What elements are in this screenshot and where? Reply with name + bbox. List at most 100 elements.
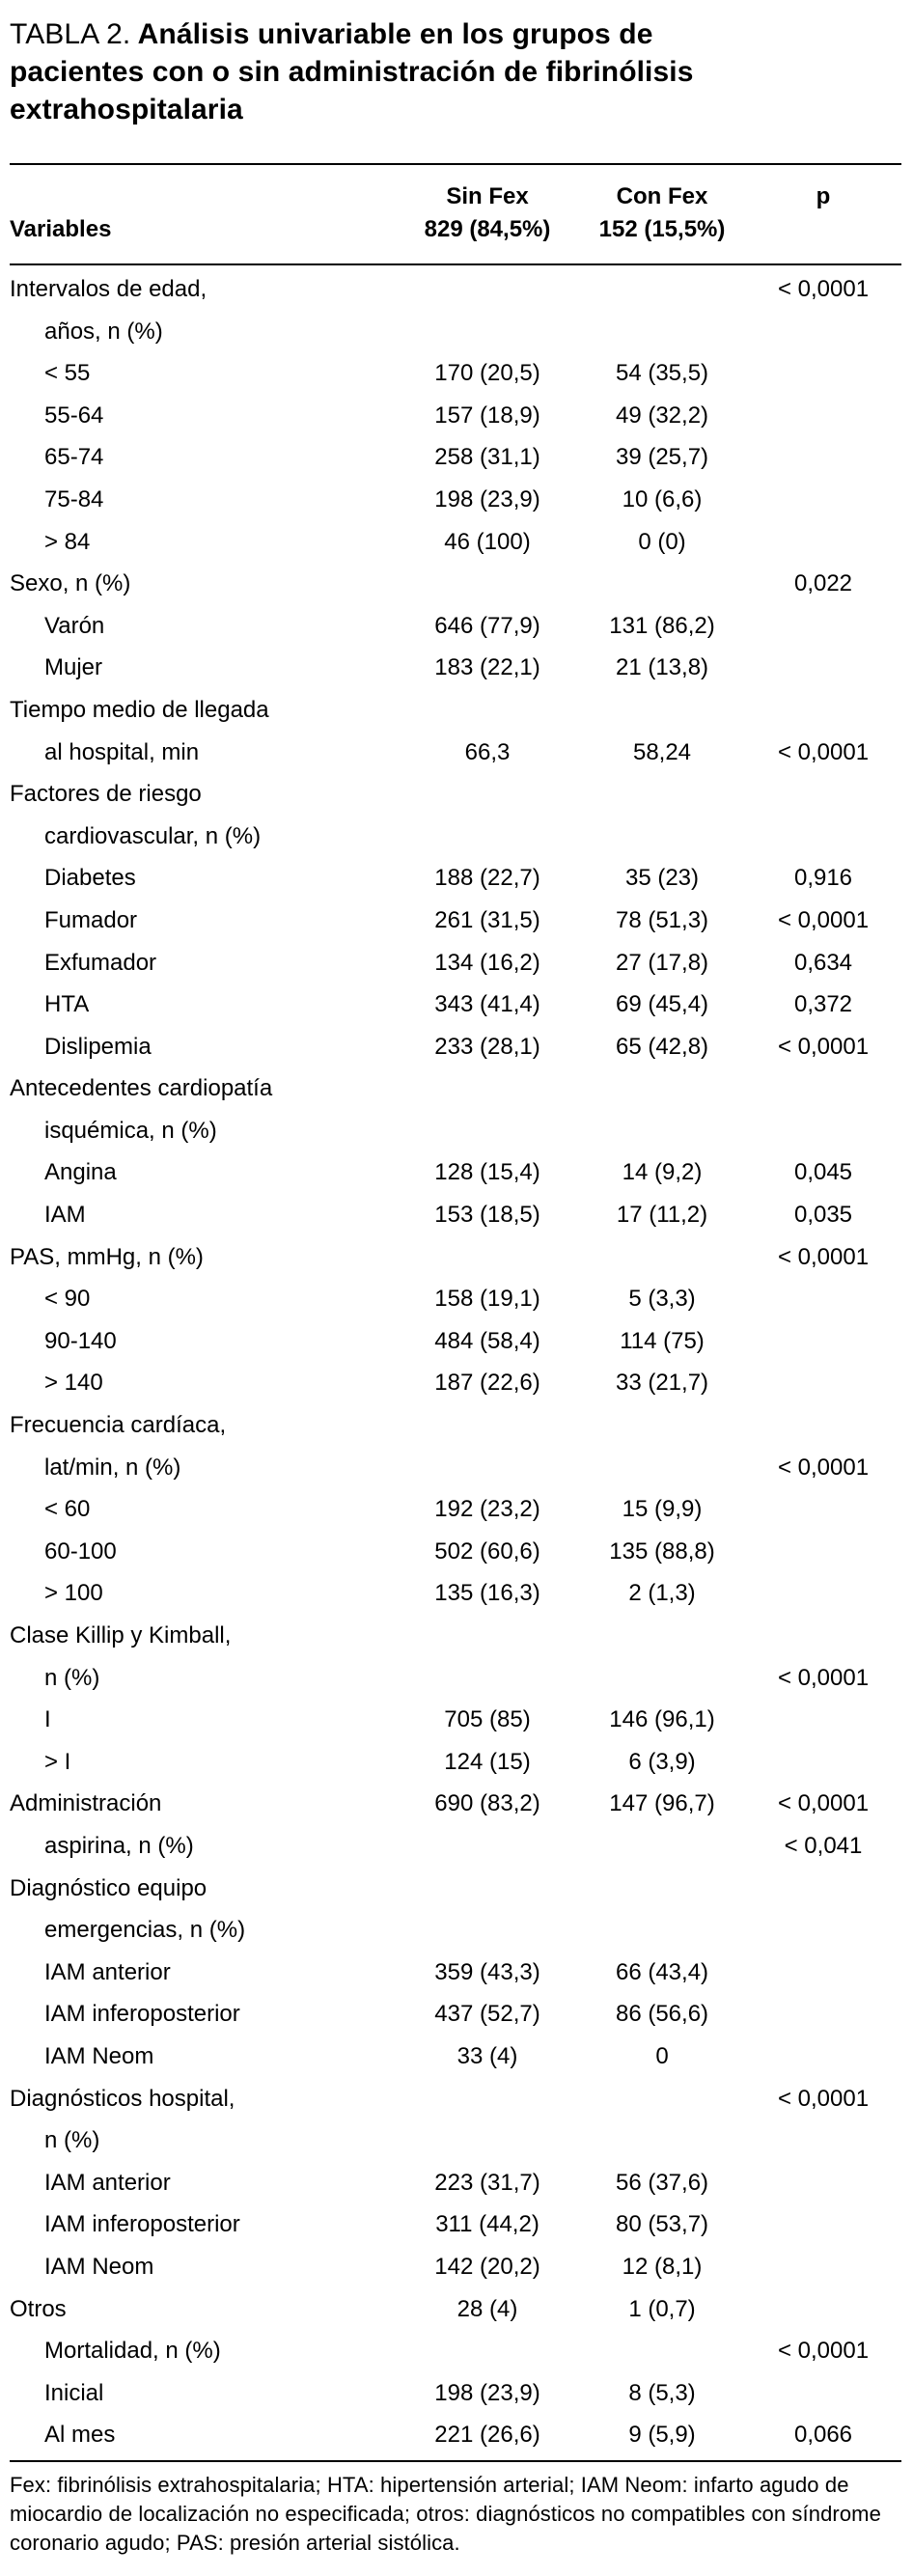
table-row: años, n (%) xyxy=(10,311,901,353)
row-sin-fex-value: 157 (18,9) xyxy=(434,402,540,429)
table-row: IAM inferoposterior 437 (52,7) 86 (56,6) xyxy=(10,1993,901,2036)
row-label: > I xyxy=(44,1748,71,1775)
row-con-fex-value: 0 (0) xyxy=(638,528,686,555)
row-label: < 60 xyxy=(44,1496,91,1523)
row-p-value xyxy=(745,2288,901,2331)
row-con-fex-value: 147 (96,7) xyxy=(609,1790,715,1817)
row-label: < 90 xyxy=(44,1286,91,1313)
row-sin-fex-value xyxy=(396,1868,579,1910)
row-p-value xyxy=(745,1067,901,1110)
table-row: Clase Killip y Kimball, xyxy=(10,1615,901,1657)
table-row: isquémica, n (%) xyxy=(10,1110,901,1152)
table-row: Factores de riesgo xyxy=(10,773,901,816)
row-sin-fex-value: 484 (58,4) xyxy=(434,1327,540,1354)
row-con-fex-value xyxy=(579,1825,745,1868)
row-sin-fex-value: 646 (77,9) xyxy=(434,612,540,639)
row-con-fex-value xyxy=(579,311,745,353)
table-row: emergencias, n (%) xyxy=(10,1909,901,1952)
header-variables: Variables xyxy=(10,216,112,242)
row-con-fex-value xyxy=(579,2078,745,2120)
row-p-value xyxy=(745,1868,901,1910)
row-con-fex-value: 69 (45,4) xyxy=(615,991,709,1018)
header-con-fex: Con Fex 152 (15,5%) xyxy=(579,180,745,246)
row-sin-fex-value: 134 (16,2) xyxy=(434,949,540,976)
row-sin-fex-value xyxy=(396,1404,579,1447)
row-p-value: < 0,0001 xyxy=(777,738,870,765)
row-p-value: 0,045 xyxy=(793,1159,853,1186)
row-p-value xyxy=(745,521,901,564)
row-con-fex-value xyxy=(579,1236,745,1279)
row-label: Fumador xyxy=(44,906,138,933)
row-sin-fex-value xyxy=(396,563,579,605)
row-sin-fex-value xyxy=(396,816,579,858)
table-row: Intervalos de edad, < 0,0001 xyxy=(10,268,901,311)
row-sin-fex-value xyxy=(396,1236,579,1279)
row-sin-fex-value xyxy=(396,1067,579,1110)
row-label: al hospital, min xyxy=(44,738,200,765)
row-con-fex-value: 8 (5,3) xyxy=(628,2379,696,2406)
row-sin-fex-value xyxy=(396,1615,579,1657)
row-sin-fex-value xyxy=(396,689,579,732)
table-row: Dislipemia 233 (28,1) 65 (42,8) < 0,0001 xyxy=(10,1026,901,1068)
row-sin-fex-value: 170 (20,5) xyxy=(434,360,540,387)
row-label: Diagnósticos hospital, xyxy=(10,2085,235,2112)
table-row: Diabetes 188 (22,7) 35 (23) 0,916 xyxy=(10,857,901,900)
row-con-fex-value: 80 (53,7) xyxy=(615,2211,709,2238)
row-con-fex-value: 10 (6,6) xyxy=(622,485,703,512)
row-sin-fex-value xyxy=(396,268,579,311)
table-row: Diagnóstico equipo xyxy=(10,1868,901,1910)
row-p-value xyxy=(745,689,901,732)
row-sin-fex-value: 46 (100) xyxy=(444,528,531,555)
row-label: Exfumador xyxy=(44,949,157,976)
table-footnote: Fex: fibrinólisis extrahospitalaria; HTA… xyxy=(10,2472,881,2555)
table-row: Diagnósticos hospital, < 0,0001 xyxy=(10,2078,901,2120)
table-row: 60-100 502 (60,6) 135 (88,8) xyxy=(10,1531,901,1573)
row-sin-fex-value xyxy=(396,1110,579,1152)
row-label: n (%) xyxy=(44,1664,100,1691)
row-con-fex-value xyxy=(579,1868,745,1910)
row-con-fex-value: 135 (88,8) xyxy=(609,1537,715,1565)
row-p-value xyxy=(745,311,901,353)
table-row: Tiempo medio de llegada xyxy=(10,689,901,732)
row-con-fex-value xyxy=(579,563,745,605)
table-row: n (%) < 0,0001 xyxy=(10,1657,901,1700)
table-row: 75-84 198 (23,9) 10 (6,6) xyxy=(10,479,901,521)
row-con-fex-value xyxy=(579,1067,745,1110)
row-sin-fex-value: 142 (20,2) xyxy=(434,2253,540,2280)
row-con-fex-value: 86 (56,6) xyxy=(615,2001,709,2028)
row-label: Antecedentes cardiopatía xyxy=(10,1075,273,1102)
row-con-fex-value: 12 (8,1) xyxy=(622,2253,703,2280)
row-con-fex-value: 17 (11,2) xyxy=(616,1202,708,1229)
row-label: IAM xyxy=(44,1202,86,1229)
row-label: lat/min, n (%) xyxy=(44,1454,181,1481)
row-sin-fex-value: 261 (31,5) xyxy=(434,906,540,933)
row-con-fex-value xyxy=(579,689,745,732)
table-row: Al mes 221 (26,6) 9 (5,9) 0,066 xyxy=(10,2414,901,2456)
row-con-fex-value: 21 (13,8) xyxy=(615,654,709,681)
row-label: IAM inferoposterior xyxy=(44,2211,240,2238)
row-label: 75-84 xyxy=(44,485,104,512)
table-row: n (%) xyxy=(10,2119,901,2162)
row-label: Diabetes xyxy=(44,865,136,892)
row-con-fex-value: 54 (35,5) xyxy=(615,360,709,387)
row-p-value: 0,634 xyxy=(793,949,853,976)
row-sin-fex-value: 705 (85) xyxy=(444,1706,531,1733)
row-label: Angina xyxy=(44,1159,117,1186)
row-label: 55-64 xyxy=(44,402,104,429)
row-label: Mortalidad, n (%) xyxy=(44,2338,221,2365)
row-label: Clase Killip y Kimball, xyxy=(10,1622,232,1648)
row-p-value xyxy=(745,479,901,521)
table-row: IAM Neom 142 (20,2) 12 (8,1) xyxy=(10,2246,901,2288)
table-row: PAS, mmHg, n (%) < 0,0001 xyxy=(10,1236,901,1279)
row-label: Factores de riesgo xyxy=(10,781,202,808)
row-p-value: 0,916 xyxy=(793,865,853,892)
row-p-value xyxy=(745,1909,901,1952)
row-label: isquémica, n (%) xyxy=(44,1117,217,1144)
table-caption: Análisis univariable en los grupos de pa… xyxy=(10,18,694,125)
row-sin-fex-value: 221 (26,6) xyxy=(434,2422,540,2449)
row-con-fex-value: 58,24 xyxy=(632,738,692,765)
row-label: IAM anterior xyxy=(44,2169,171,2196)
row-p-value xyxy=(745,773,901,816)
row-con-fex-value: 27 (17,8) xyxy=(615,949,709,976)
